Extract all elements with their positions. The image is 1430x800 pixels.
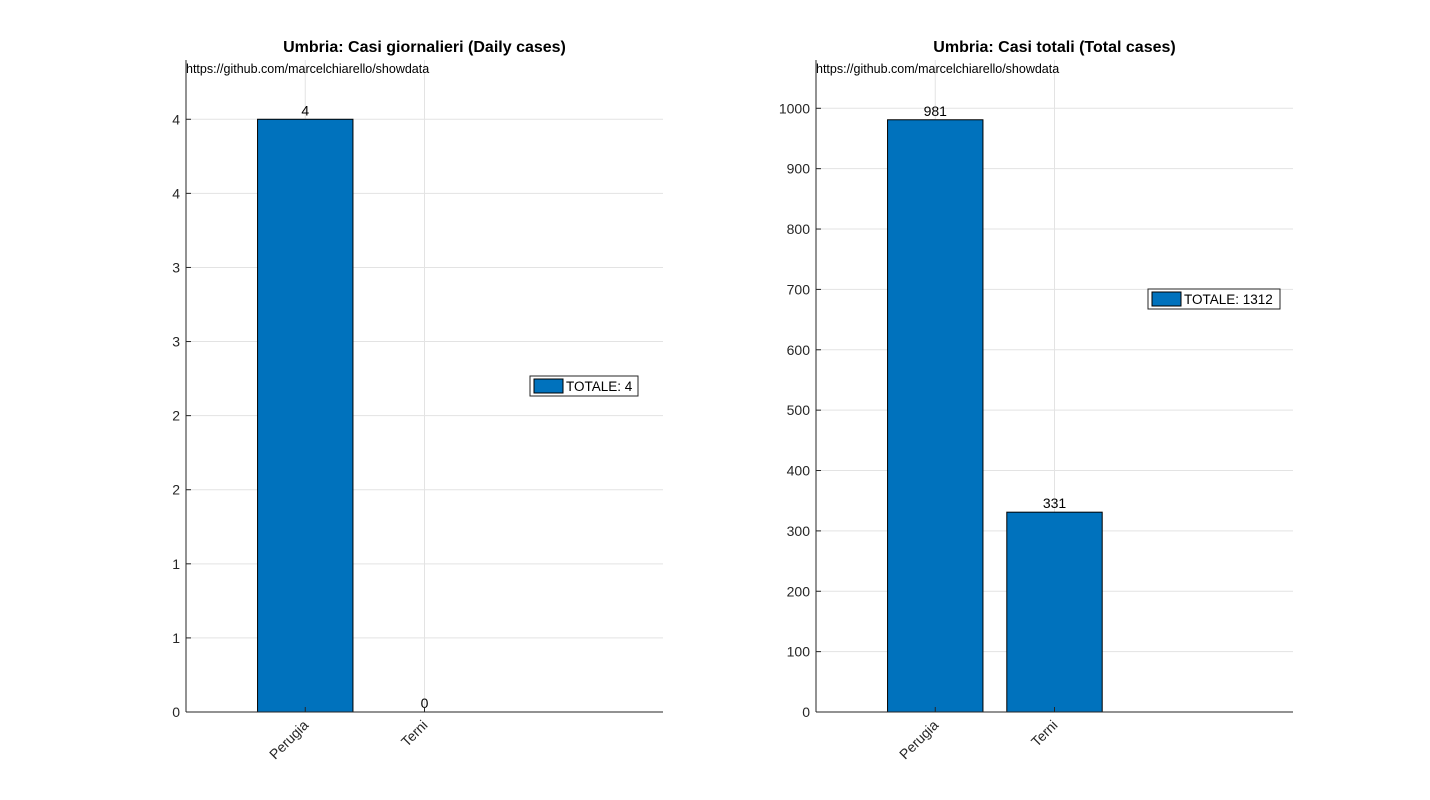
- y-tick-label: 1: [172, 630, 180, 646]
- y-tick-label: 2: [172, 482, 180, 498]
- source-url: https://github.com/marcelchiarello/showd…: [816, 62, 1059, 76]
- y-tick-label: 800: [787, 221, 811, 237]
- data-label: 0: [421, 695, 429, 711]
- y-tick-label: 4: [172, 185, 180, 201]
- y-tick-label: 900: [787, 161, 811, 177]
- y-tick-label: 100: [787, 644, 811, 660]
- y-tick-label: 400: [787, 463, 811, 479]
- chart-panel-2: 981 331 0 100 200 300 400 500 600 700 800 900 1000 Pe…: [779, 39, 1293, 762]
- legend-label: TOTALE: 1312: [1184, 292, 1273, 307]
- y-tick-label: 2: [172, 408, 180, 424]
- y-tick-label: 3: [172, 334, 180, 350]
- x-tick-label: Terni: [1028, 717, 1061, 750]
- chart-title: Umbria: Casi giornalieri (Daily cases): [283, 39, 566, 56]
- legend: TOTALE: 4: [529, 375, 639, 397]
- chart-title: Umbria: Casi totali (Total cases): [933, 39, 1175, 56]
- legend-swatch: [1151, 291, 1182, 307]
- bar-terni: [1006, 511, 1103, 713]
- y-tick-label: 500: [787, 402, 811, 418]
- data-label: 4: [301, 102, 309, 118]
- y-tick-label: 1: [172, 556, 180, 572]
- y-tick-label: 4: [172, 111, 180, 127]
- x-tick-label: Perugia: [896, 717, 942, 763]
- data-label: 331: [1043, 495, 1067, 511]
- y-tick-label: 1000: [779, 100, 810, 116]
- x-tick-label: Perugia: [266, 717, 312, 763]
- data-label: 981: [924, 103, 948, 119]
- source-url: https://github.com/marcelchiarello/showd…: [186, 62, 429, 76]
- y-tick-label: 700: [787, 281, 811, 297]
- y-tick-label: 3: [172, 259, 180, 275]
- bar-perugia: [887, 119, 984, 713]
- y-tick-label: 200: [787, 583, 811, 599]
- y-tick-label: 0: [172, 704, 180, 720]
- bar-perugia: [257, 118, 354, 713]
- y-tick-label: 600: [787, 342, 811, 358]
- x-tick-label: Terni: [398, 717, 431, 750]
- y-tick-label: 300: [787, 523, 811, 539]
- legend-swatch: [533, 378, 564, 394]
- legend-label: TOTALE: 4: [566, 379, 633, 394]
- y-tick-label: 0: [802, 704, 810, 720]
- legend: TOTALE: 1312: [1147, 288, 1281, 310]
- chart-panel-1: 4 0 0 1 1 2 2 3 3 4 4 Perugia Terni Umbria: Casi gior…: [172, 39, 663, 762]
